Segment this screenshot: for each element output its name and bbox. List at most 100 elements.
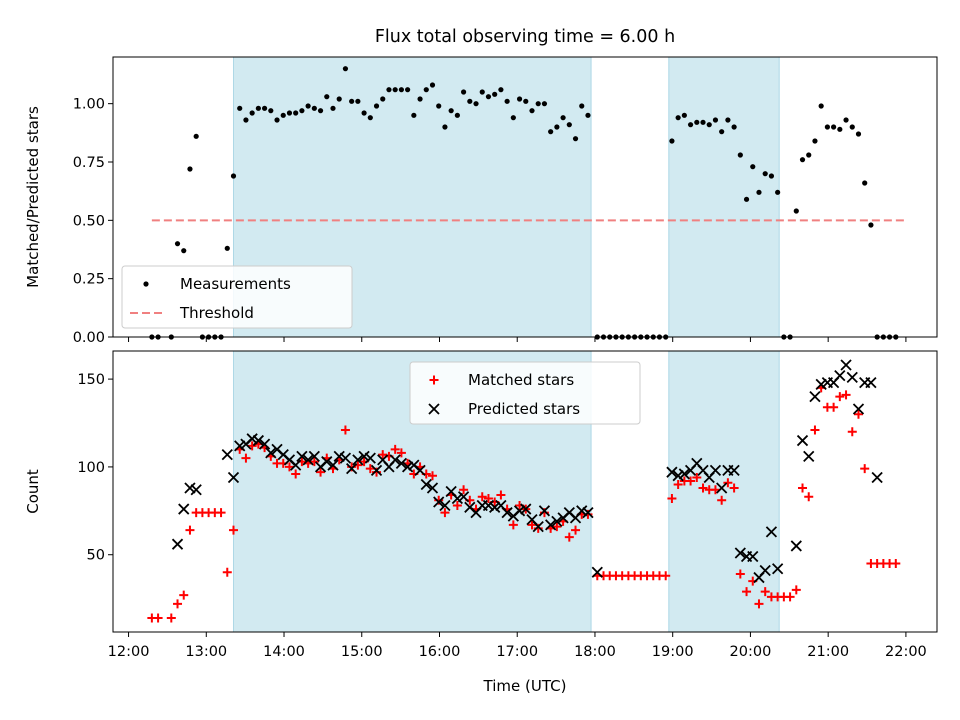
- series-0-0-point-108: [831, 124, 837, 130]
- series-1-0-point-4: [179, 590, 189, 600]
- series-1-1-point-36: [420, 478, 432, 491]
- series-0-0-point-34: [367, 115, 373, 121]
- series-1-1-point-91: [846, 371, 858, 383]
- series-1-1-point-8: [246, 433, 258, 445]
- series-0-0-point-48: [454, 112, 460, 118]
- y-axis-label: Count: [24, 469, 42, 514]
- series-1-0-point-1: [153, 613, 163, 623]
- series-0-0-point-88: [706, 122, 712, 128]
- x-tick-label: 15:00: [341, 644, 383, 660]
- series-1-1-point-72: [716, 482, 728, 494]
- series-1-0-point-103: [798, 483, 808, 493]
- series-0-0-point-98: [768, 173, 775, 179]
- series-0-0-point-23: [299, 108, 305, 114]
- legend-box: [409, 361, 641, 425]
- series-0-0-point-95: [750, 164, 756, 170]
- series-1-1-point-39: [439, 499, 451, 512]
- series-1-0-point-2: [166, 613, 176, 623]
- axes-frame: [112, 350, 938, 633]
- series-1-1-point-65: [672, 470, 684, 482]
- series-1-1-point-90: [840, 359, 852, 371]
- series-0-0-point-104: [806, 152, 812, 158]
- series-0-0-point-20: [280, 112, 286, 118]
- legend: Matched stars Predicted stars: [409, 361, 641, 425]
- series-1-1-point-71: [709, 464, 722, 477]
- series-1-1-point-6: [234, 440, 246, 452]
- series-1-1-point-66: [678, 468, 690, 480]
- series-0-0-point-90: [719, 129, 725, 135]
- series-0-0-point-17: [261, 105, 268, 111]
- series-0-0-point-82: [669, 138, 675, 144]
- series-0-0-point-89: [712, 117, 719, 123]
- x-axis-label: Time (UTC): [483, 677, 567, 695]
- series-1-1-point-2: [184, 482, 196, 494]
- series-1-1-point-1: [178, 503, 190, 515]
- series-0-0-point-44: [429, 82, 436, 88]
- series-0-0-point-31: [349, 98, 355, 104]
- series-legend-0-point-0: [143, 281, 149, 287]
- series-1-0-point-11: [222, 567, 232, 577]
- series-1-0-point-12: [228, 525, 238, 535]
- y-tick-label: 0.50: [73, 213, 105, 229]
- series-1-1-point-41: [451, 492, 464, 505]
- panel-counts: 50 100 150 12:00 13:00 14:00 15:00 16:00 17:00 18…: [24, 350, 938, 660]
- series-0-0-point-92: [731, 124, 737, 130]
- series-0-0-point-43: [423, 87, 429, 93]
- series-1-1-point-17: [302, 454, 314, 466]
- legend-label: Threshold: [179, 304, 254, 322]
- series-0-0-point-61: [535, 101, 541, 107]
- series-1-1-point-31: [389, 454, 401, 466]
- series-0-0-point-87: [700, 119, 706, 125]
- series-0-0-point-21: [286, 110, 293, 116]
- series-0-0-point-111: [849, 124, 855, 130]
- series-legend-1-point-0: [429, 375, 439, 385]
- y-tick-label: 0.25: [73, 272, 105, 288]
- series-1-1-point-3: [190, 484, 202, 496]
- series-1-1-point-21: [327, 459, 339, 471]
- series-1-1-point-15: [290, 459, 302, 471]
- series-0-0-point-62: [541, 101, 548, 107]
- series-1-1-point-85: [809, 391, 821, 403]
- series-1-0-point-39: [396, 448, 406, 458]
- series-0-0-point-110: [843, 117, 849, 123]
- series-0-0-point-50: [467, 98, 473, 104]
- legend-label: Measurements: [180, 275, 291, 293]
- series-1-1-point-94: [865, 376, 877, 389]
- series-0-0-point-15: [249, 110, 255, 116]
- series-0-0-point-94: [743, 196, 750, 202]
- series-1-1-point-63: [591, 566, 603, 578]
- x-tick-label: 19:00: [652, 644, 694, 660]
- series-1-0-point-93: [735, 569, 745, 579]
- series-0-0-point-107: [824, 124, 830, 130]
- series-matched-stars: [147, 383, 901, 623]
- series-1-0-point-60: [527, 520, 537, 530]
- series-0-0-point-30: [342, 66, 349, 72]
- series-1-1-point-20: [321, 456, 333, 468]
- series-0-0-point-13: [237, 105, 243, 111]
- series-1-1-point-89: [834, 369, 846, 382]
- series-1-1-point-32: [395, 457, 408, 470]
- series-1-1-point-47: [489, 501, 501, 513]
- series-predicted-stars: [171, 359, 883, 584]
- series-0-0-point-109: [837, 126, 843, 132]
- shaded-interval-1: [668, 56, 780, 338]
- series-1-1-point-54: [532, 520, 544, 533]
- series-0-0-point-3: [174, 241, 181, 247]
- series-1-1-point-79: [759, 564, 771, 577]
- series-1-0-point-52: [477, 492, 487, 502]
- series-0-0-point-112: [855, 131, 862, 137]
- x-tick-label: 22:00: [885, 644, 927, 660]
- x-tick-label: 13:00: [185, 644, 227, 660]
- series-0-0-point-106: [818, 103, 824, 109]
- series-0-0-point-25: [311, 105, 317, 111]
- series-0-0-point-26: [317, 108, 324, 114]
- series-0-0-point-54: [492, 91, 498, 97]
- series-0-0-point-93: [737, 152, 743, 158]
- series-0-0-point-42: [417, 96, 423, 102]
- series-1-1-point-5: [227, 471, 240, 484]
- series-1-0-point-90: [717, 495, 727, 505]
- series-0-0-point-57: [510, 115, 516, 121]
- series-1-0-point-97: [760, 587, 770, 597]
- series-0-0-point-27: [324, 94, 330, 100]
- series-0-0-point-16: [255, 105, 261, 111]
